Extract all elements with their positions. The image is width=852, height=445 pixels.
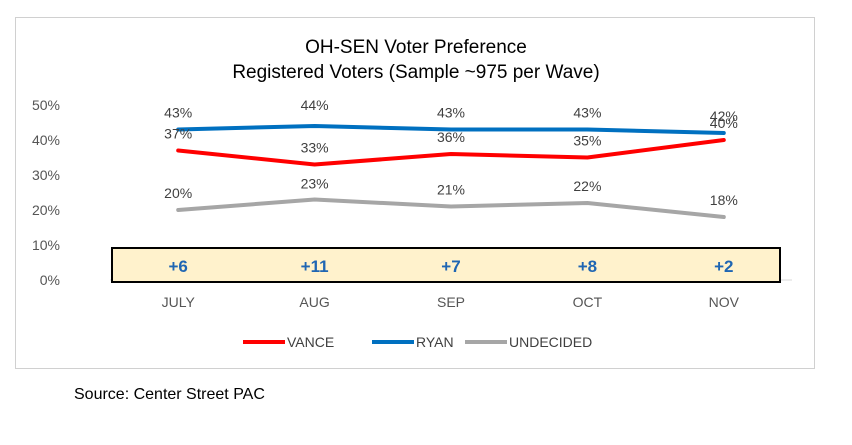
y-tick-label: 50% <box>32 97 60 113</box>
data-label-undecided: 22% <box>573 178 601 194</box>
chart-title-line-1: OH-SEN Voter Preference <box>305 37 527 58</box>
data-label-undecided: 21% <box>437 182 465 198</box>
chart-frame: OH-SEN Voter Preference Registered Voter… <box>15 17 815 369</box>
y-tick-label: 10% <box>32 237 60 253</box>
data-label-vance: 40% <box>710 115 738 131</box>
data-label-ryan: 44% <box>301 97 329 113</box>
data-label-ryan: 43% <box>164 105 192 121</box>
margin-label: +2 <box>714 257 733 276</box>
data-label-undecided: 23% <box>301 176 329 192</box>
data-label-vance: 33% <box>301 140 329 156</box>
legend-label-vance: VANCE <box>287 334 334 350</box>
x-tick-label: SEP <box>437 294 465 310</box>
y-tick-label: 0% <box>40 272 60 288</box>
x-axis: JULY AUG SEP OCT NOV <box>162 294 740 310</box>
data-label-undecided: 20% <box>164 185 192 201</box>
x-tick-label: JULY <box>162 294 196 310</box>
x-tick-label: AUG <box>299 294 329 310</box>
series-line-vance <box>176 138 726 167</box>
data-label-vance: 35% <box>573 133 601 149</box>
chart-svg: OH-SEN Voter Preference Registered Voter… <box>32 37 792 350</box>
margin-label: +8 <box>578 257 597 276</box>
margin-label: +6 <box>169 257 188 276</box>
y-axis: 0% 10% 20% 30% 40% 50% <box>32 97 60 288</box>
y-tick-label: 20% <box>32 202 60 218</box>
legend-label-ryan: RYAN <box>416 334 454 350</box>
y-tick-label: 30% <box>32 167 60 183</box>
source-note: Source: Center Street PAC <box>74 386 265 403</box>
data-label-ryan: 43% <box>437 105 465 121</box>
series-line-undecided <box>176 197 726 219</box>
margin-box-rect <box>111 247 781 283</box>
data-label-vance: 37% <box>164 126 192 142</box>
legend: VANCE RYAN UNDECIDED <box>243 334 592 350</box>
y-tick-label: 40% <box>32 132 60 148</box>
data-labels: 37% 33% 36% 35% 40% 43% 44% 43% 43% 42% 20% 23% 21% 2… <box>164 97 738 208</box>
series-lines <box>176 124 726 219</box>
chart-title-line-2: Registered Voters (Sample ~975 per Wave) <box>232 62 599 83</box>
x-tick-label: OCT <box>573 294 603 310</box>
data-label-vance: 36% <box>437 129 465 145</box>
margin-label: +7 <box>441 257 460 276</box>
x-tick-label: NOV <box>709 294 740 310</box>
data-label-undecided: 18% <box>710 192 738 208</box>
legend-label-undecided: UNDECIDED <box>509 334 592 350</box>
data-label-ryan: 43% <box>573 105 601 121</box>
data-label-ryan: 42% <box>710 108 738 124</box>
series-line-ryan <box>176 124 726 135</box>
margin-box: +6 +11 +7 +8 +2 <box>111 247 781 283</box>
margin-label: +11 <box>301 257 329 276</box>
